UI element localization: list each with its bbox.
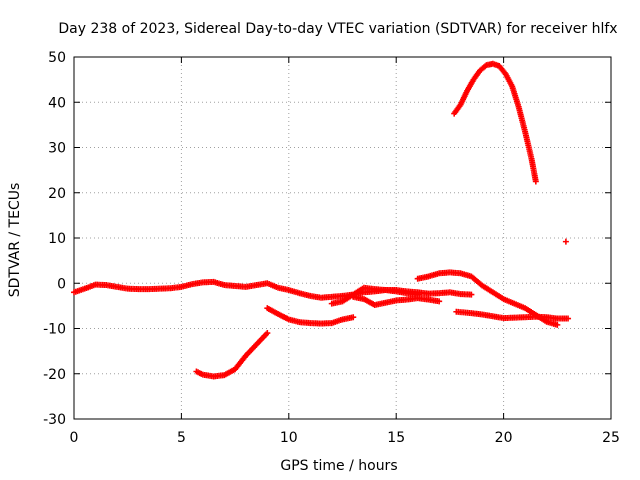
x-tick-label: 15 bbox=[387, 430, 405, 446]
data-point bbox=[468, 291, 475, 298]
x-tick-label: 25 bbox=[602, 430, 620, 446]
y-tick-label: 40 bbox=[48, 95, 66, 111]
data-point bbox=[264, 330, 271, 337]
y-tick-label: -30 bbox=[43, 412, 66, 428]
y-tick-label: 20 bbox=[48, 186, 66, 202]
y-tick-label: 0 bbox=[57, 276, 66, 292]
y-tick-label: -20 bbox=[43, 367, 66, 383]
y-axis-label: SDTVAR / TECUs bbox=[7, 183, 23, 298]
data-point bbox=[565, 315, 572, 322]
x-axis-ticks: 0 5 10 15 20 25 bbox=[70, 57, 620, 446]
data-point bbox=[350, 314, 357, 321]
chart-title: Day 238 of 2023, Sidereal Day-to-day VTE… bbox=[58, 21, 617, 37]
data-point bbox=[436, 298, 443, 305]
data-points bbox=[71, 60, 572, 380]
data-point bbox=[414, 291, 421, 298]
grid-lines bbox=[74, 57, 611, 419]
y-tick-label: 30 bbox=[48, 141, 66, 157]
data-point bbox=[562, 238, 569, 245]
x-tick-label: 20 bbox=[495, 430, 513, 446]
x-tick-label: 10 bbox=[280, 430, 298, 446]
x-tick-label: 5 bbox=[177, 430, 186, 446]
x-axis-label: GPS time / hours bbox=[280, 458, 397, 474]
y-axis-ticks: -30 -20 -10 0 10 20 30 40 50 bbox=[43, 50, 611, 428]
x-tick-label: 0 bbox=[70, 430, 79, 446]
data-point bbox=[554, 321, 561, 328]
data-point bbox=[532, 178, 539, 185]
y-tick-label: 50 bbox=[48, 50, 66, 66]
y-tick-label: 10 bbox=[48, 231, 66, 247]
y-tick-label: -10 bbox=[43, 322, 66, 338]
